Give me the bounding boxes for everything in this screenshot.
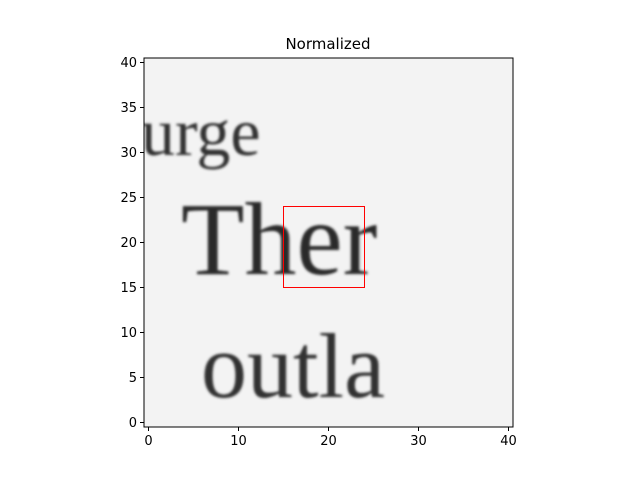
y-tick-label: 5 bbox=[129, 371, 137, 386]
y-tick-label: 15 bbox=[120, 281, 137, 296]
image-background bbox=[144, 58, 513, 427]
y-tick-label: 25 bbox=[120, 191, 137, 206]
x-tick-label: 40 bbox=[500, 434, 517, 449]
y-axis: 0 5 10 15 20 25 30 35 40 bbox=[120, 56, 144, 431]
image-text-line-3: outla bbox=[201, 315, 385, 417]
y-tick-label: 30 bbox=[120, 146, 137, 161]
x-tick-label: 10 bbox=[230, 434, 247, 449]
chart-title: Normalized bbox=[285, 35, 370, 53]
image-pixel-content: urge Ther outla bbox=[141, 94, 385, 417]
y-tick-label: 20 bbox=[120, 236, 137, 251]
plot-area: urge Ther outla bbox=[141, 57, 514, 428]
y-tick-label: 40 bbox=[120, 56, 137, 71]
x-tick-label: 20 bbox=[320, 434, 337, 449]
y-tick-label: 0 bbox=[129, 416, 137, 431]
y-tick-label: 35 bbox=[120, 101, 137, 116]
highlight-box bbox=[283, 206, 365, 288]
x-tick-label: 30 bbox=[410, 434, 427, 449]
image-text-line-2: Ther bbox=[181, 182, 377, 297]
x-tick-label: 0 bbox=[144, 434, 152, 449]
x-axis: 0 10 20 30 40 bbox=[144, 427, 517, 449]
y-tick-label: 10 bbox=[120, 326, 137, 341]
image-text-line-1: urge bbox=[141, 94, 261, 170]
